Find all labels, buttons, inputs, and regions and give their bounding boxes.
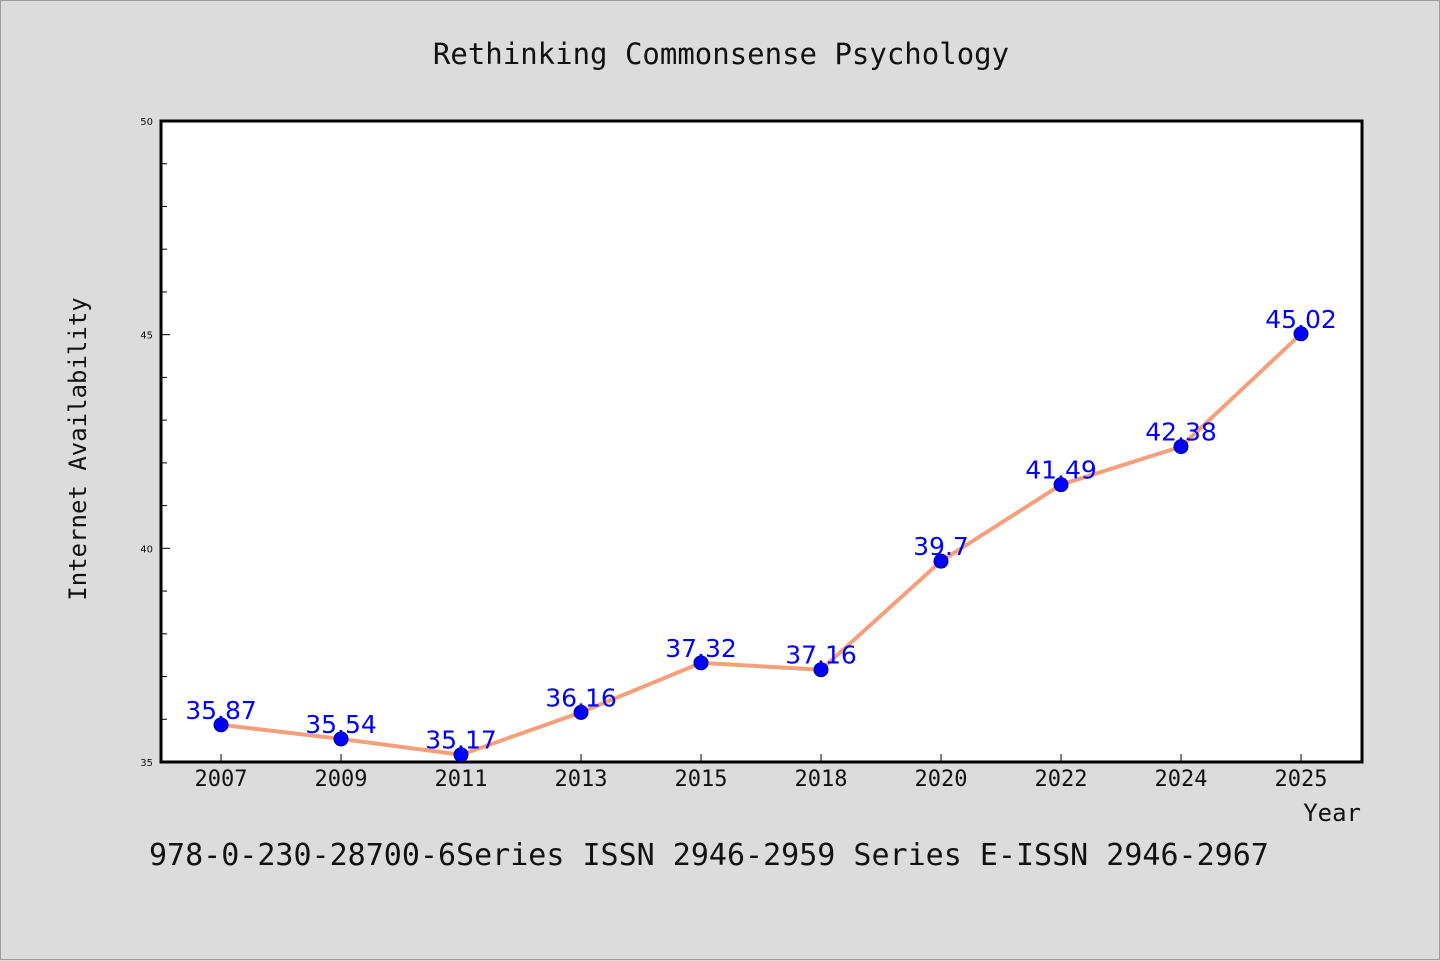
x-tick-label: 2015 [675,767,728,792]
data-label: 35.17 [425,726,497,755]
y-axis: 35 40 45 50 [140,117,170,769]
data-point [813,662,829,678]
data-point [933,553,949,569]
y-tick-label: 50 [140,117,153,128]
y-axis-label: Internet Availability [64,297,92,600]
x-tick-label: 2022 [1035,767,1088,792]
data-point [1053,477,1069,493]
plot-area [159,119,1364,764]
data-label: 42.38 [1145,418,1217,447]
data-point [1293,326,1309,342]
data-point [213,717,229,733]
data-label: 35.54 [305,710,377,739]
series-line [219,331,1303,757]
y-tick-label: 35 [140,758,153,769]
x-tick-label: 2024 [1155,767,1208,792]
x-tick-label: 2011 [435,767,488,792]
data-point [333,731,349,747]
chart-title: Rethinking Commonsense Psychology [433,37,1009,71]
data-label: 41.49 [1025,456,1097,485]
data-point [453,747,469,763]
x-tick-label: 2013 [555,767,608,792]
data-label: 39.7 [913,532,969,561]
x-tick-label: 2009 [315,767,368,792]
x-tick-label: 2025 [1275,767,1328,792]
x-tick-label: 2018 [795,767,848,792]
footer-isbn-issn: 978-0-230-28700-6Series ISSN 2946-2959 S… [149,838,1269,873]
data-label: 45.02 [1265,305,1337,334]
data-label: 37.32 [665,634,737,663]
data-point [1173,439,1189,455]
data-point [573,704,589,720]
data-label: 37.16 [785,641,857,670]
x-axis-label: Year [1303,799,1361,827]
x-tick-label: 2007 [195,767,248,792]
data-point [693,655,709,671]
data-label: 35.87 [185,696,257,725]
series-layer: 35.87 35.54 35.17 36.16 37.32 37.16 39.7 41.49 4… [185,305,1337,763]
y-tick-label: 40 [140,544,153,555]
x-tick-label: 2020 [915,767,968,792]
data-label: 36.16 [545,683,617,712]
x-axis: 2007 2009 2011 2013 2015 2018 2020 2022 2024 2025 [195,754,1328,792]
y-tick-label: 45 [140,331,153,342]
